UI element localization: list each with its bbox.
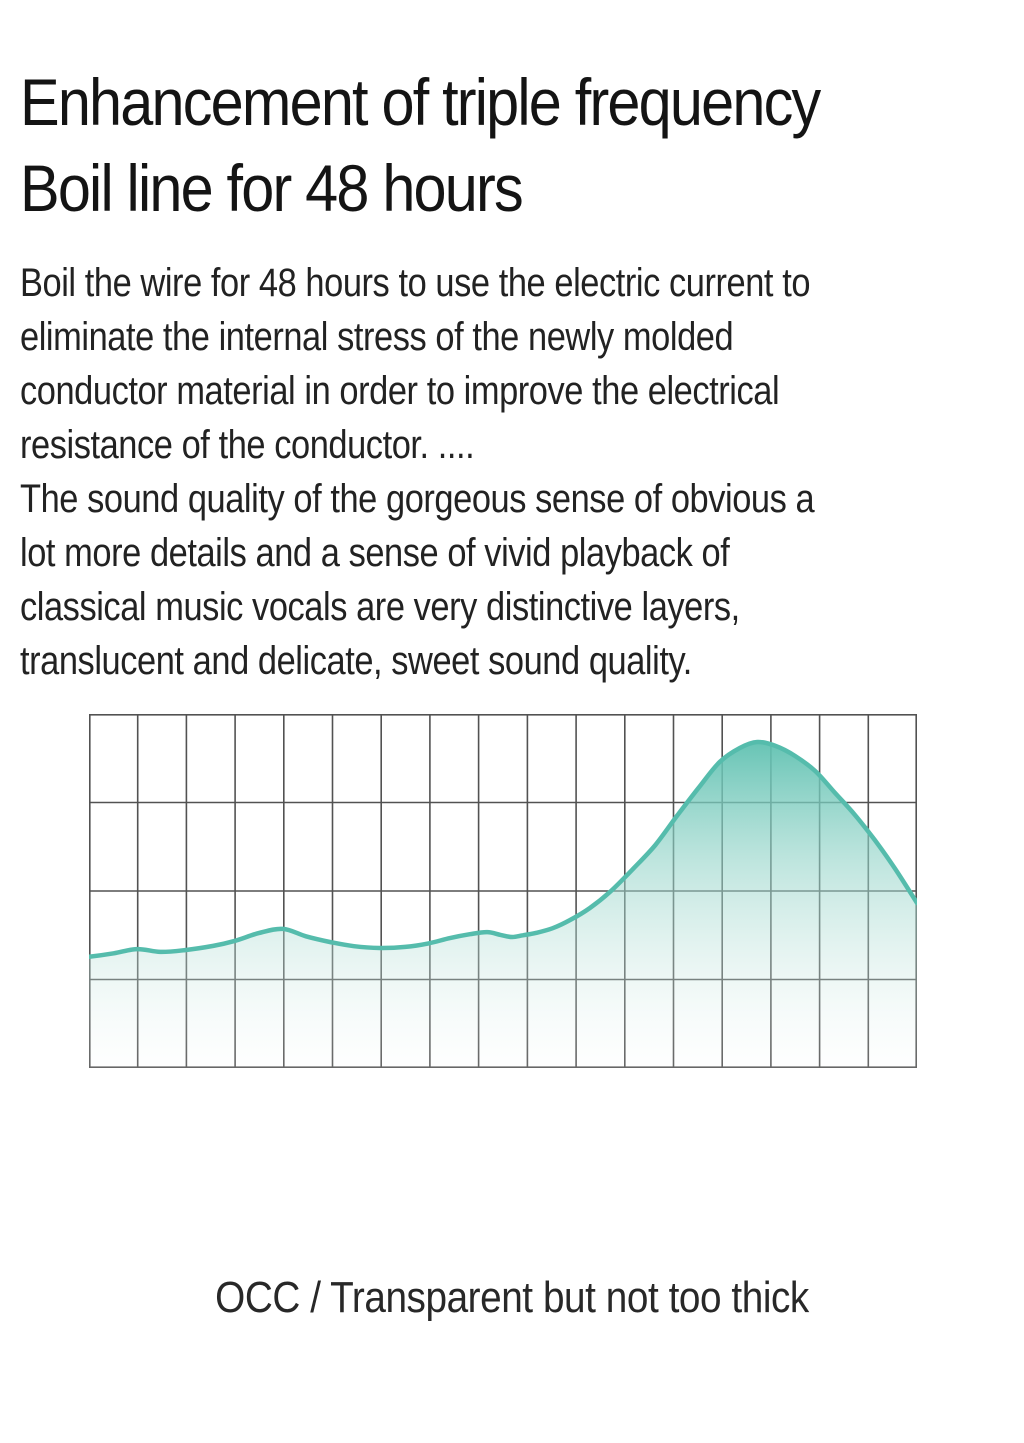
chart-curve-line	[89, 739, 917, 960]
frequency-chart-svg	[89, 714, 917, 1068]
chart-area-fill	[89, 741, 917, 1068]
description-paragraph-1: Boil the wire for 48 hours to use the el…	[20, 261, 811, 467]
page-title: Enhancement of triple frequency Boil lin…	[20, 65, 821, 225]
frequency-response-chart	[89, 714, 917, 1068]
material-caption: OCC / Transparent but not too thick	[215, 1273, 809, 1322]
description-paragraph-2: The sound quality of the gorgeous sense …	[20, 477, 815, 683]
